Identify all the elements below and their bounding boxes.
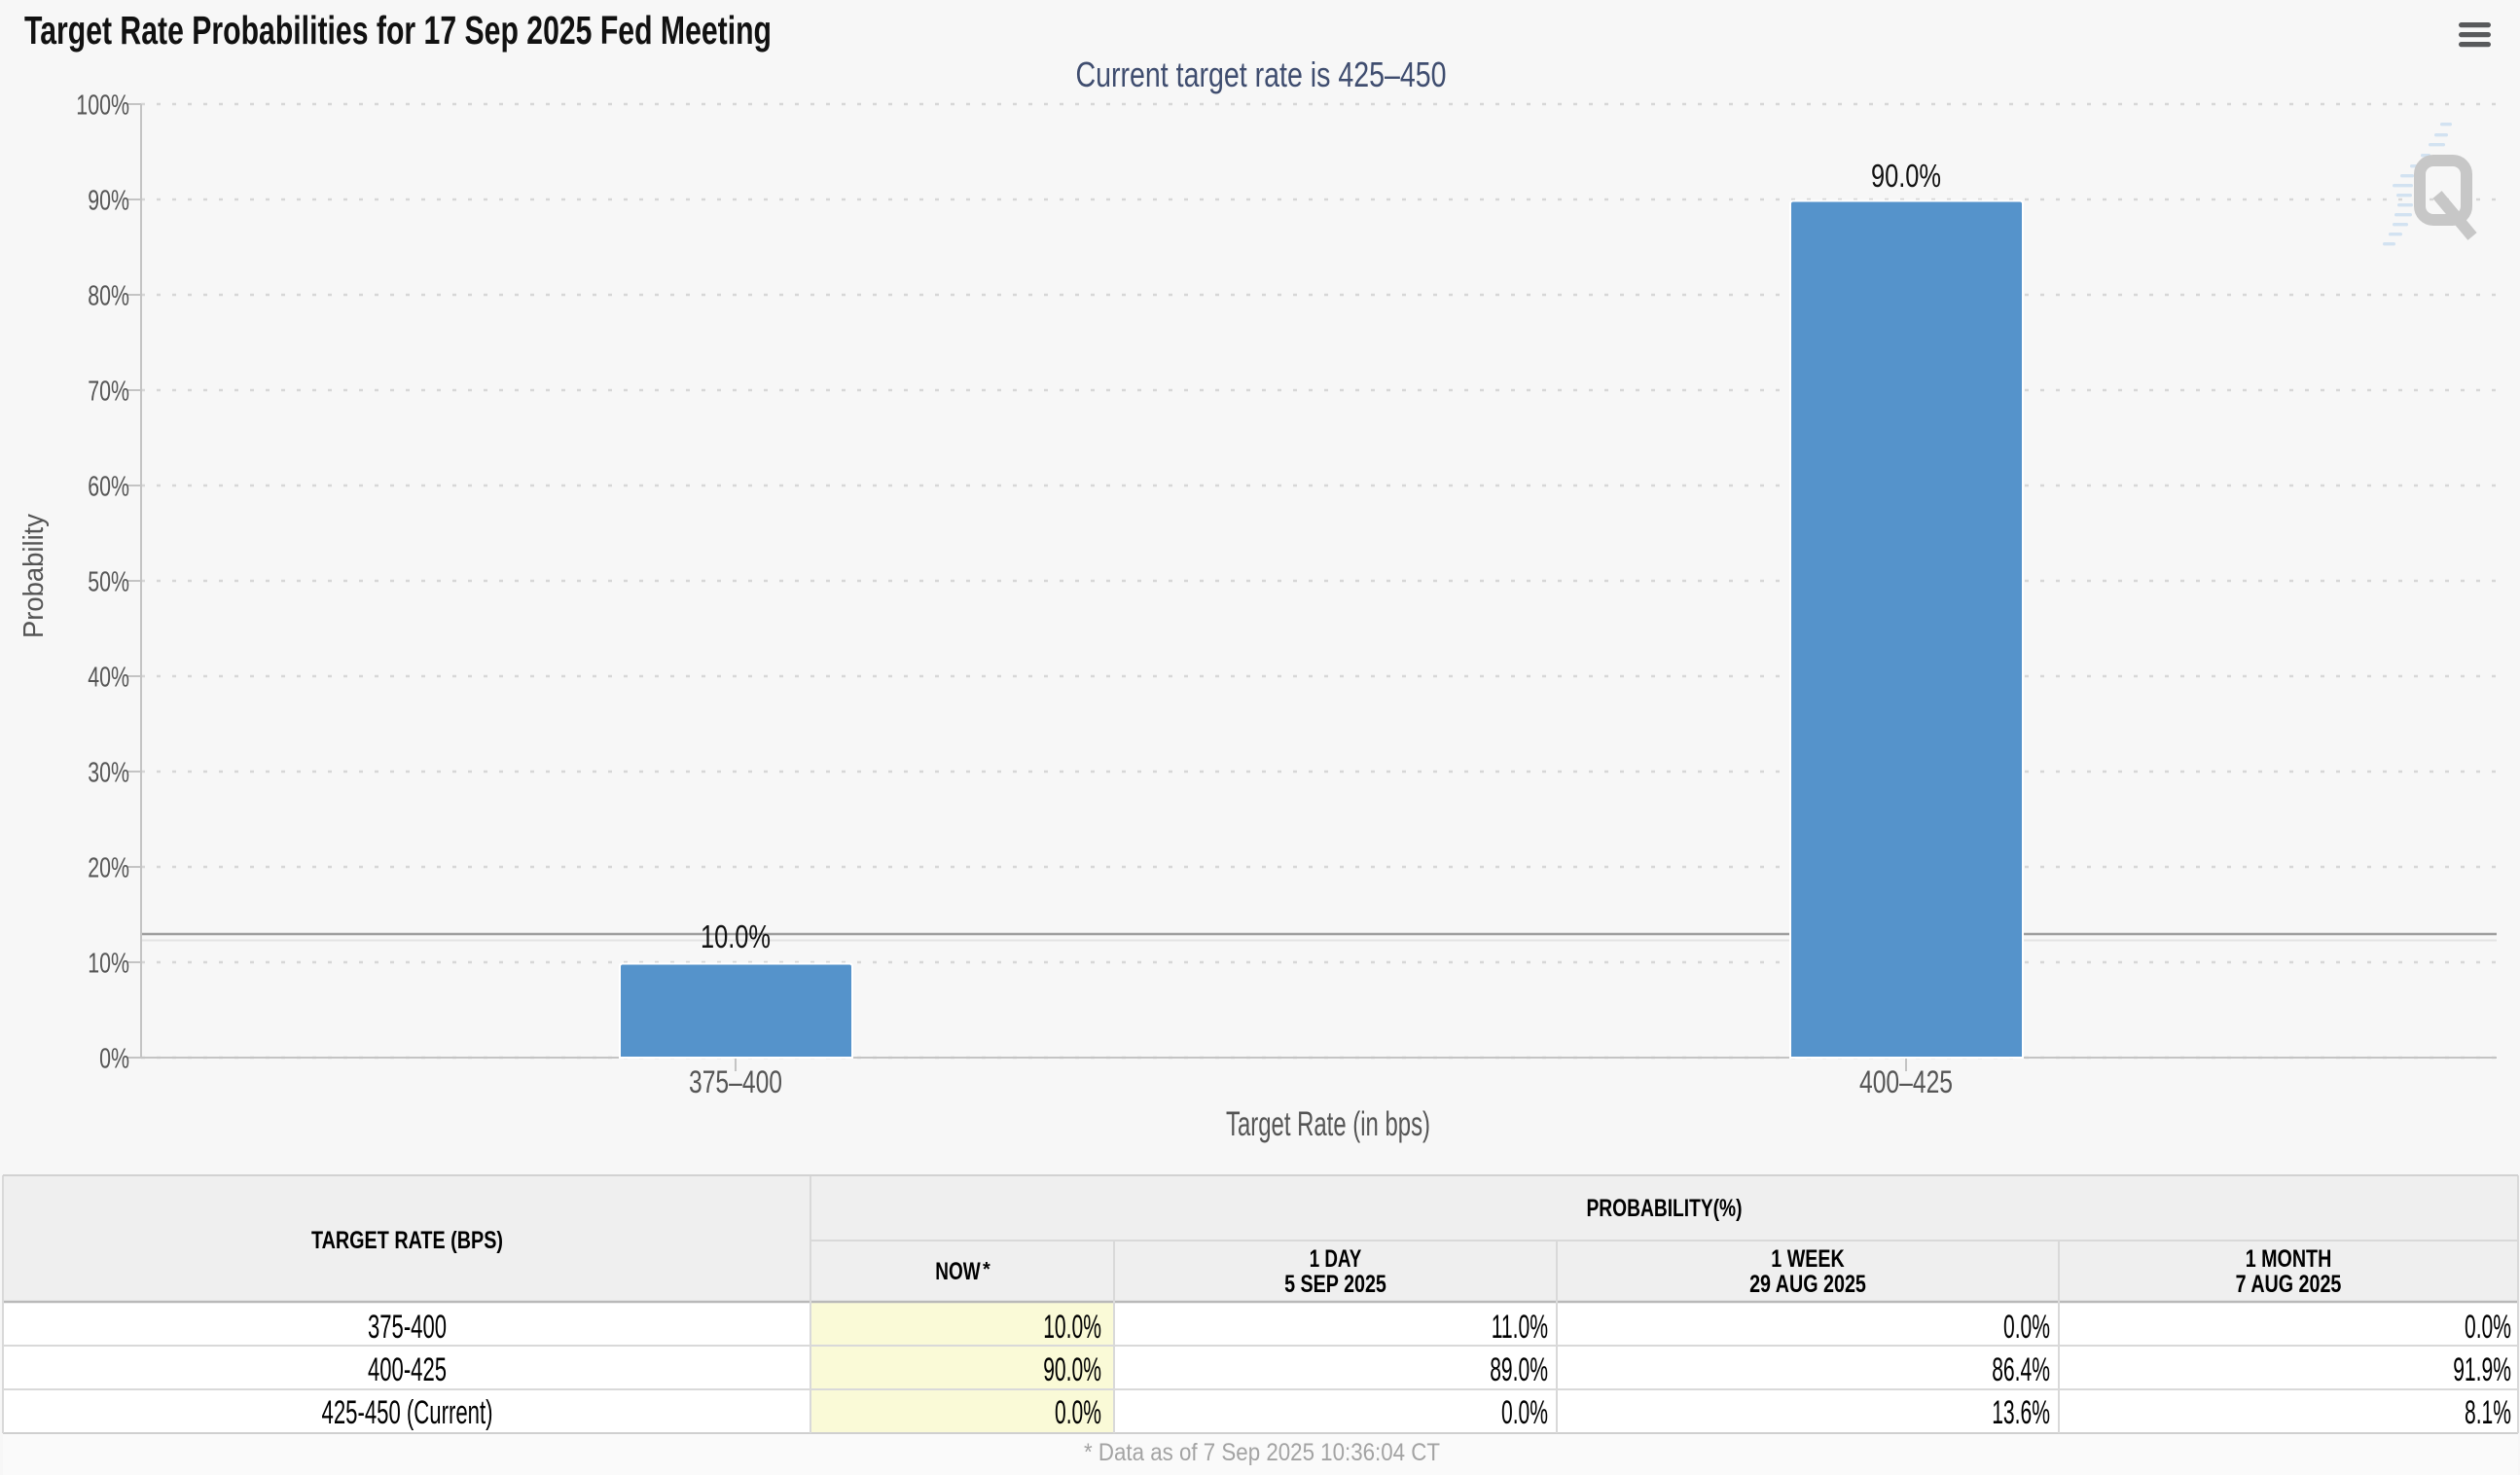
svg-text:90.0%: 90.0% <box>1871 158 1941 194</box>
svg-text:10.0%: 10.0% <box>1043 1309 1101 1346</box>
svg-text:10%: 10% <box>88 949 129 980</box>
svg-text:1 DAY: 1 DAY <box>1310 1245 1362 1273</box>
svg-text:20%: 20% <box>88 853 129 884</box>
svg-text:Current target rate is 425–450: Current target rate is 425–450 <box>1076 54 1447 94</box>
svg-text:91.9%: 91.9% <box>2453 1351 2511 1388</box>
svg-text:90.0%: 90.0% <box>1043 1351 1101 1388</box>
svg-text:* Data as of 7 Sep 2025 10:36:: * Data as of 7 Sep 2025 10:36:04 CT <box>1084 1439 1440 1466</box>
svg-text:0%: 0% <box>99 1044 129 1075</box>
svg-text:50%: 50% <box>88 567 129 598</box>
svg-text:5 SEP 2025: 5 SEP 2025 <box>1284 1271 1386 1298</box>
svg-text:90%: 90% <box>88 186 129 217</box>
svg-text:*: * <box>983 1259 990 1280</box>
svg-text:10.0%: 10.0% <box>701 918 771 954</box>
svg-text:425-450 (Current): 425-450 (Current) <box>322 1394 493 1431</box>
svg-text:NOW: NOW <box>935 1258 981 1285</box>
svg-text:30%: 30% <box>88 758 129 789</box>
svg-text:Target Rate Probabilities for: Target Rate Probabilities for 17 Sep 202… <box>24 8 772 53</box>
svg-text:7 AUG 2025: 7 AUG 2025 <box>2236 1271 2342 1298</box>
svg-text:Target Rate (in bps): Target Rate (in bps) <box>1226 1105 1430 1143</box>
svg-text:0.0%: 0.0% <box>2003 1309 2050 1346</box>
svg-text:40%: 40% <box>88 663 129 694</box>
svg-text:TARGET RATE (BPS): TARGET RATE (BPS) <box>311 1227 503 1254</box>
svg-text:0.0%: 0.0% <box>1055 1394 1101 1431</box>
svg-text:1 MONTH: 1 MONTH <box>2246 1245 2332 1273</box>
svg-text:8.1%: 8.1% <box>2465 1394 2511 1431</box>
svg-text:86.4%: 86.4% <box>1992 1351 2050 1388</box>
svg-text:375-400: 375-400 <box>368 1309 447 1346</box>
svg-text:375–400: 375–400 <box>689 1064 782 1099</box>
svg-text:29 AUG 2025: 29 AUG 2025 <box>1749 1271 1866 1298</box>
svg-text:400-425: 400-425 <box>368 1351 447 1388</box>
svg-text:100%: 100% <box>76 90 129 122</box>
svg-text:60%: 60% <box>88 472 129 503</box>
svg-text:1 WEEK: 1 WEEK <box>1771 1245 1844 1273</box>
svg-text:0.0%: 0.0% <box>2465 1309 2511 1346</box>
svg-text:0.0%: 0.0% <box>1501 1394 1548 1431</box>
svg-text:70%: 70% <box>88 377 129 408</box>
svg-text:89.0%: 89.0% <box>1490 1351 1548 1388</box>
svg-text:Probability: Probability <box>18 514 50 638</box>
svg-text:80%: 80% <box>88 281 129 312</box>
svg-text:13.6%: 13.6% <box>1992 1394 2050 1431</box>
svg-text:11.0%: 11.0% <box>1492 1309 1548 1346</box>
svg-text:400–425: 400–425 <box>1859 1064 1953 1099</box>
svg-text:PROBABILITY(%): PROBABILITY(%) <box>1587 1195 1743 1222</box>
